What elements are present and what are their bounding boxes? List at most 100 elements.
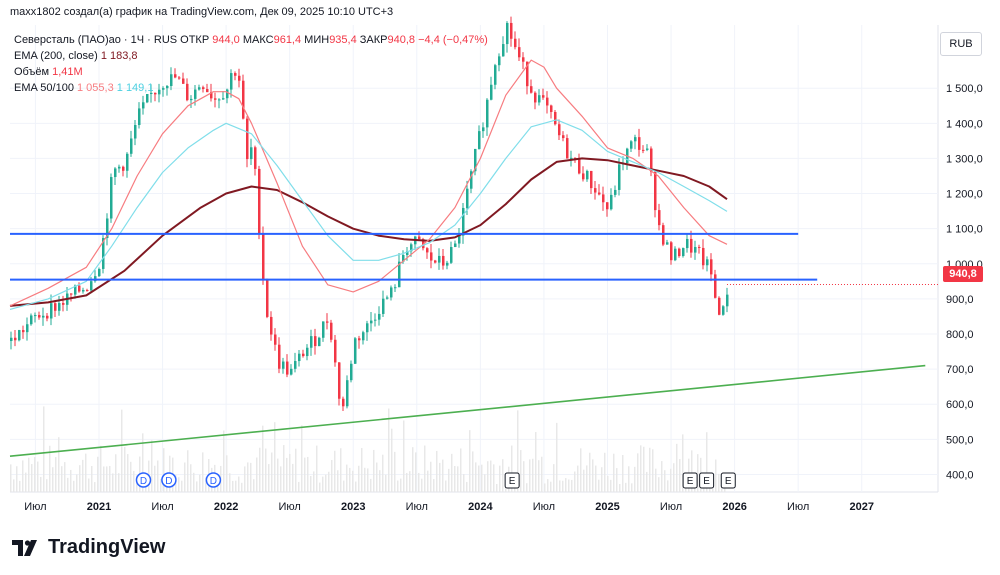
candle — [262, 234, 265, 280]
candle — [502, 44, 505, 57]
volume-bar — [373, 449, 375, 492]
symbol-name[interactable]: Северсталь (ПАО)ао · 1Ч · RUS ОТКР — [14, 34, 210, 46]
volume-bar — [667, 480, 669, 492]
candle — [418, 236, 421, 240]
chart-author-line: maxx1802 создал(а) график на TradingView… — [10, 6, 394, 18]
candle — [618, 164, 621, 190]
volume-bar — [37, 461, 39, 492]
volume-bar — [325, 474, 327, 492]
candle — [118, 166, 121, 169]
y-tick-label: 1 500,0 — [946, 83, 983, 95]
candle — [554, 111, 557, 125]
candle — [518, 47, 521, 58]
legend-symbol-row[interactable]: Северсталь (ПАО)ао · 1Ч · RUS ОТКР 944,0… — [14, 32, 488, 48]
currency-button[interactable]: RUB — [940, 32, 982, 56]
volume-bar — [409, 471, 411, 492]
volume-bar — [385, 474, 387, 492]
volume-bar — [454, 466, 456, 492]
volume-bar — [184, 462, 186, 492]
candle — [430, 252, 433, 261]
candle — [654, 171, 657, 211]
volume-bar — [511, 445, 513, 492]
candle — [74, 285, 77, 295]
volume-bar — [106, 466, 108, 492]
tradingview-logo[interactable]: TradingView — [12, 536, 165, 559]
legend-ema50100-row[interactable]: EMA 50/100 1 055,3 1 149,1 — [14, 80, 488, 96]
volume-bar — [439, 462, 441, 492]
volume-bar — [718, 473, 720, 492]
candle — [50, 303, 53, 319]
volume-bar — [424, 445, 426, 492]
trend-line — [9, 364, 926, 457]
volume-bar — [676, 443, 678, 492]
volume-bar — [490, 460, 492, 492]
volume-bar — [115, 454, 117, 492]
volume-bar — [565, 478, 567, 492]
volume-bar — [238, 476, 240, 492]
candle — [578, 158, 581, 174]
volume-bar — [319, 482, 321, 492]
volume-bar — [190, 464, 192, 492]
volume-bar — [556, 422, 558, 492]
ema-line-ema100 — [9, 119, 728, 310]
candle — [694, 246, 697, 253]
volume-bar — [49, 445, 51, 492]
ema200-label: EMA (200, close) — [14, 50, 98, 62]
candle — [182, 78, 185, 84]
volume-bar — [589, 452, 591, 492]
candle — [450, 247, 453, 263]
candle — [546, 97, 549, 106]
change-value: −4,4 (−0,47%) — [418, 34, 488, 46]
candle — [446, 262, 449, 266]
candle — [30, 315, 33, 325]
candle — [246, 118, 249, 160]
volume-bar — [289, 453, 291, 492]
ema50-value: 1 055,3 — [77, 82, 114, 94]
candle — [562, 135, 565, 139]
volume-bar — [43, 406, 45, 492]
candle — [286, 361, 289, 375]
volume-bar — [22, 460, 24, 492]
candle — [558, 124, 561, 136]
y-tick-label: 900,0 — [946, 294, 974, 306]
candle — [474, 148, 477, 172]
volume-bar — [604, 452, 606, 492]
volume-bar — [61, 466, 63, 492]
volume-bar — [118, 473, 120, 492]
volume-bar — [496, 483, 498, 492]
volume-bar — [535, 432, 537, 492]
volume-bar — [31, 464, 33, 492]
candle — [166, 86, 169, 89]
candle — [314, 336, 317, 347]
volume-bar — [163, 448, 165, 492]
volume-bar — [697, 454, 699, 492]
candle — [538, 95, 541, 103]
candle — [482, 127, 485, 132]
candle — [506, 22, 509, 45]
candle — [542, 95, 545, 98]
x-tick-label: Июл — [787, 501, 809, 513]
volume-bar — [202, 452, 204, 492]
volume-bar — [412, 447, 414, 492]
volume-bar — [532, 458, 534, 492]
volume-bar — [613, 453, 615, 492]
candle — [310, 336, 313, 348]
candle — [530, 86, 533, 93]
legend-ema200-row[interactable]: EMA (200, close) 1 183,8 — [14, 48, 488, 64]
volume-bar — [151, 440, 153, 492]
last-price-label: 940,8 — [943, 266, 983, 282]
candle — [514, 38, 517, 48]
volume-bar — [94, 482, 96, 492]
candle — [346, 380, 349, 407]
volume-bar — [652, 449, 654, 492]
candle — [550, 105, 553, 112]
candle — [270, 316, 273, 335]
dividend-marker-label: D — [165, 476, 172, 487]
legend-volume-row[interactable]: Объём 1,41M — [14, 64, 488, 80]
candle — [498, 56, 501, 66]
volume-bar — [160, 478, 162, 492]
volume-bar — [76, 474, 78, 492]
open-value: 944,0 — [212, 34, 240, 46]
volume-bar — [646, 471, 648, 492]
